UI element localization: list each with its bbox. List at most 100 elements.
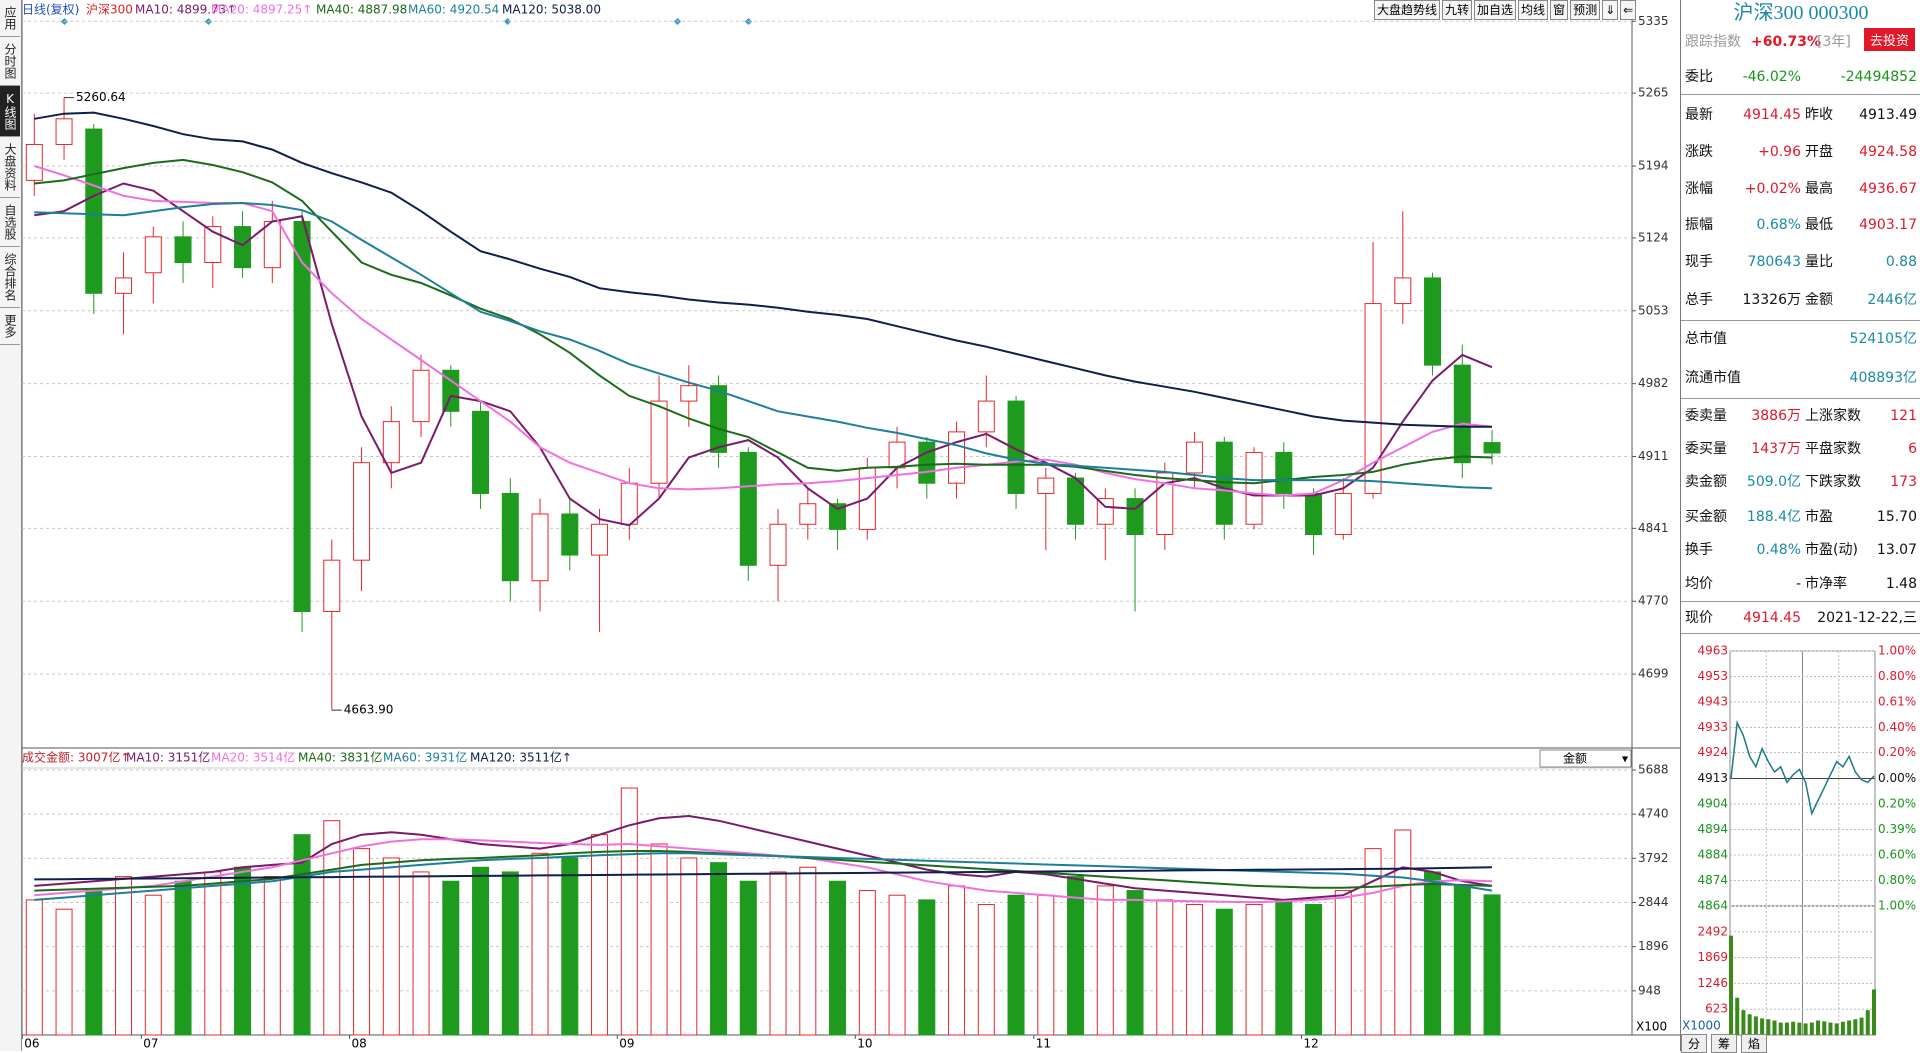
- volume-bar: [620, 787, 638, 1036]
- candle-body: [1156, 472, 1174, 536]
- y-tick-label: 4841: [1638, 521, 1669, 535]
- candle-body: [412, 369, 430, 423]
- side-tab[interactable]: 更多: [0, 308, 20, 345]
- volume-bar: [1096, 885, 1114, 1036]
- x-tick-label: 06: [24, 1037, 39, 1051]
- volume-bar: [1394, 829, 1412, 1036]
- quote-value: 4924.58: [1859, 144, 1917, 160]
- x-tick-label: 10: [857, 1037, 872, 1051]
- ma-legend: MA60: 4920.54: [408, 3, 499, 17]
- mini-tick-label: 4963: [1697, 644, 1728, 658]
- candle-body: [472, 410, 490, 494]
- quote-label: 总手: [1685, 292, 1713, 308]
- mini-pct-label: 0.61%: [1878, 694, 1916, 708]
- quote-value: 0.68%: [1756, 217, 1801, 233]
- quote-value: 0.88: [1885, 254, 1917, 270]
- tool-button[interactable]: 窗: [1550, 0, 1569, 20]
- quote-label: 涨跌: [1685, 144, 1713, 160]
- tool-button[interactable]: ⇓: [1602, 0, 1619, 20]
- volume-bar: [531, 852, 549, 1036]
- quote-value: 4903.17: [1859, 217, 1917, 233]
- side-tab[interactable]: 大盘资料: [0, 137, 20, 198]
- y-tick-label: 4770: [1638, 594, 1669, 608]
- selector-arrow[interactable]: ▾: [1622, 752, 1628, 766]
- volume-bar: [1186, 904, 1204, 1036]
- quote-value: 121: [1890, 408, 1917, 424]
- quote-label: 市盈: [1805, 509, 1833, 525]
- candle-body: [115, 277, 133, 294]
- side-tab[interactable]: 应用: [0, 0, 20, 37]
- tool-button[interactable]: 预测: [1570, 0, 1601, 20]
- quote-label: 委买量: [1685, 441, 1727, 457]
- quote-row: 委买量 1437万 平盘家数 6: [1681, 434, 1920, 464]
- tool-button[interactable]: 加自选: [1474, 0, 1517, 20]
- y-tick-label: 5688: [1638, 762, 1669, 776]
- side-tab[interactable]: 自选股: [0, 198, 20, 247]
- mini-pct-label: 1.00%: [1878, 899, 1916, 913]
- selector-label[interactable]: 金额: [1563, 751, 1587, 766]
- mini-tick-label: 4953: [1697, 669, 1728, 683]
- panel-tab[interactable]: 筹: [1711, 1034, 1738, 1053]
- quote-panel: 沪深300 000300 跟踪指数 +60.73% [3年] 去投资 4963 1…: [1680, 0, 1920, 1053]
- side-tab[interactable]: K线图: [0, 86, 20, 137]
- candle-body: [382, 421, 400, 464]
- quote-label: 流通市值: [1685, 370, 1741, 386]
- panel-tab[interactable]: 焰: [1741, 1034, 1768, 1053]
- quote-value: +0.96: [1758, 144, 1801, 160]
- mini-vol-bar: [1816, 1020, 1821, 1035]
- x-tick-label: 08: [352, 1037, 367, 1051]
- volume-bar: [888, 894, 906, 1036]
- volume-bar: [650, 843, 668, 1036]
- mini-vol-bar: [1840, 1021, 1845, 1035]
- mini-vol-bar: [1797, 1022, 1802, 1035]
- invest-button[interactable]: 去投资: [1863, 28, 1915, 51]
- side-tab[interactable]: 综合排名: [0, 247, 20, 308]
- tool-button[interactable]: ⇐: [1620, 0, 1637, 20]
- quote-value: 2446亿: [1867, 292, 1917, 308]
- separator: [1681, 633, 1920, 634]
- tool-button[interactable]: 大盘趋势线: [1374, 0, 1441, 20]
- separator: [1681, 94, 1920, 95]
- tool-button[interactable]: 均线: [1518, 0, 1549, 20]
- candle-body: [323, 559, 341, 613]
- mini-vol-bar: [1784, 1022, 1789, 1035]
- track-row: 跟踪指数 +60.73% [3年]: [1681, 27, 1920, 57]
- panel-tab[interactable]: 分: [1681, 1034, 1708, 1053]
- candle-body: [1453, 364, 1471, 464]
- volume-bar: [977, 904, 995, 1036]
- selector[interactable]: [1539, 749, 1632, 768]
- candle-body: [85, 128, 103, 294]
- quote-label: 最低: [1805, 217, 1833, 233]
- mini-tick-label: 4884: [1697, 848, 1728, 862]
- quote-label: 最高: [1805, 181, 1833, 197]
- quote-value: 173: [1890, 474, 1917, 490]
- quote-label: 最新: [1685, 107, 1713, 123]
- quote-row: 买金额 188.4亿 市盈 15.70: [1681, 502, 1920, 532]
- y-tick-label: 5335: [1638, 14, 1669, 28]
- volume-bar: [858, 890, 876, 1036]
- mini-pct-label: 0.00%: [1878, 771, 1916, 785]
- quote-value: -46.02%: [1742, 69, 1801, 85]
- tool-button[interactable]: 九转: [1442, 0, 1473, 20]
- candle-body: [680, 385, 698, 402]
- ma-legend: MA10: 4899.73↑: [135, 3, 236, 17]
- candle-body: [829, 503, 847, 530]
- volume-bar: [1037, 894, 1055, 1036]
- volume-bar: [1126, 890, 1144, 1036]
- mini-tick-label: 4904: [1697, 797, 1728, 811]
- candle-body: [55, 118, 73, 145]
- y-tick-label: 5265: [1638, 86, 1669, 100]
- mini-tick-label: 4943: [1697, 694, 1728, 708]
- side-tab[interactable]: 分时图: [0, 37, 20, 86]
- separator: [1681, 601, 1920, 602]
- candle-body: [1305, 492, 1323, 536]
- volume-bar: [829, 880, 847, 1036]
- y-tick-label: 5053: [1638, 303, 1669, 317]
- quote-value: 3886万: [1751, 408, 1801, 424]
- candle-body: [561, 513, 579, 556]
- volume-bar: [115, 876, 133, 1036]
- mini-pct-label: 1.00%: [1878, 644, 1916, 658]
- volume-bar: [382, 857, 400, 1036]
- quote-value: 0.48%: [1756, 542, 1801, 558]
- y-tick-label: 5124: [1638, 230, 1669, 244]
